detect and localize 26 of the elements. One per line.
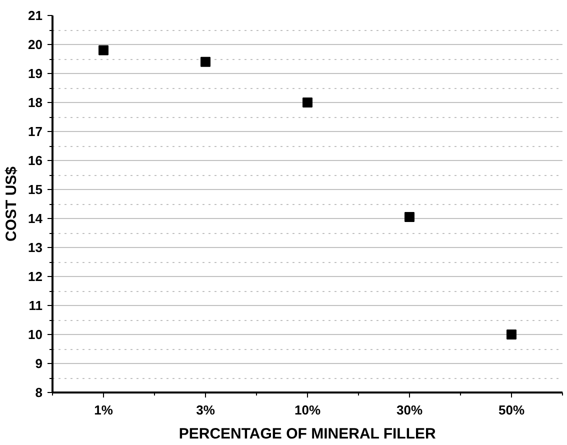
point — [302, 98, 312, 108]
y-tick-label: 20 — [28, 37, 43, 52]
y-tick-label: 18 — [28, 95, 43, 110]
y-tick-label: 14 — [28, 211, 44, 226]
x-tick-label: 3% — [196, 402, 216, 418]
point — [200, 56, 210, 67]
y-tick-label: 11 — [28, 298, 43, 313]
x-axis-title: PERCENTAGE OF MINERAL FILLER — [178, 426, 436, 442]
point — [404, 212, 414, 222]
y-tick-label: 21 — [28, 8, 43, 23]
x-tick-label: 10% — [294, 402, 321, 418]
x-tick-label: 50% — [498, 402, 525, 418]
point — [506, 330, 516, 340]
y-tick-label: 15 — [28, 182, 43, 197]
y-tick-label: 10 — [28, 327, 43, 342]
y-tick-label: 8 — [35, 385, 43, 400]
x-tick-label: 30% — [396, 402, 423, 418]
y-tick-label: 13 — [28, 240, 43, 255]
y-tick-label: 16 — [28, 153, 43, 168]
y-axis-title: COST US$ — [3, 166, 20, 242]
point — [98, 45, 108, 56]
y-tick-label: 17 — [28, 124, 43, 139]
y-tick-label: 19 — [28, 66, 43, 81]
y-tick-label: 9 — [35, 356, 43, 371]
y-tick-label: 12 — [28, 269, 43, 284]
x-tick-label: 1% — [94, 402, 114, 418]
